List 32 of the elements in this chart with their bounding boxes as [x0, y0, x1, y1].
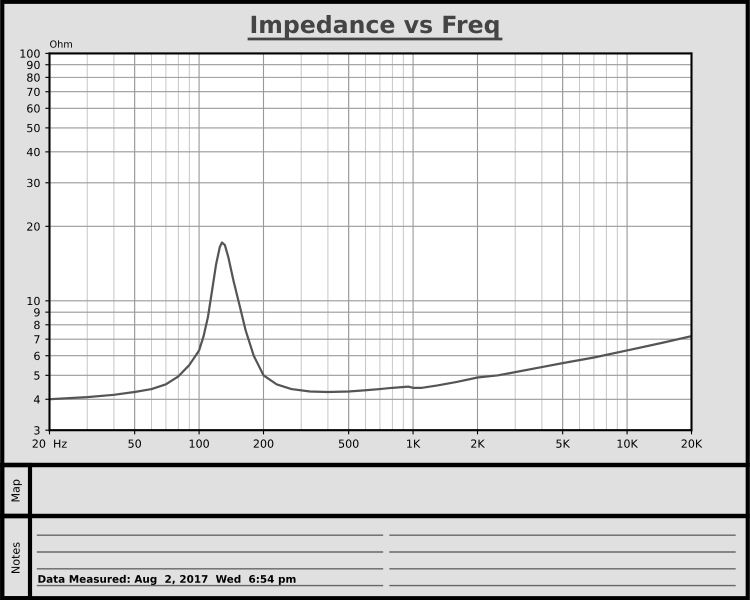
x-tick-label: 5K	[556, 440, 570, 448]
x-tick-label: 200	[254, 439, 274, 448]
y-tick-label: 40	[26, 148, 40, 156]
y-tick-label: 30	[27, 178, 40, 188]
y-tick-label: 10	[28, 296, 40, 306]
y-tick-label: 90	[27, 60, 40, 70]
y-tick-label: 4	[34, 395, 40, 404]
x-tick-label: 100	[190, 439, 209, 448]
y-tick-label: 80	[27, 73, 40, 82]
y-tick-label: 100	[20, 49, 40, 58]
y-tick-label: 3	[34, 426, 40, 435]
y-axis-title: Ohm	[50, 40, 72, 48]
text: Notes	[11, 542, 20, 573]
x-tick-label: 2K	[471, 439, 485, 448]
x-tick-label: 10K	[618, 439, 638, 448]
y-tick-label: 60	[27, 104, 40, 113]
y-tick-label: 6	[34, 352, 40, 360]
x-tick-label: 50	[128, 439, 141, 448]
x-tick-label: 500	[338, 439, 359, 448]
y-tick-label: 7	[34, 335, 40, 344]
y-tick-label: 50	[27, 124, 40, 132]
x-tick-label: 20K	[682, 439, 702, 448]
chart-title: Impedance vs Freq	[252, 15, 499, 38]
y-tick-label: 20	[27, 222, 40, 231]
y-tick-label: 8	[34, 320, 40, 330]
text: Data Measured: Aug 2, 2017 Wed 6:54 pm	[38, 574, 296, 585]
y-tick-label: 5	[34, 371, 40, 380]
x-tick-label: 1K	[407, 440, 420, 448]
x-tick-label: 20 Hz	[32, 439, 67, 448]
y-tick-label: 9	[34, 308, 40, 317]
text: Map	[11, 480, 22, 502]
y-tick-label: 70	[27, 88, 40, 96]
